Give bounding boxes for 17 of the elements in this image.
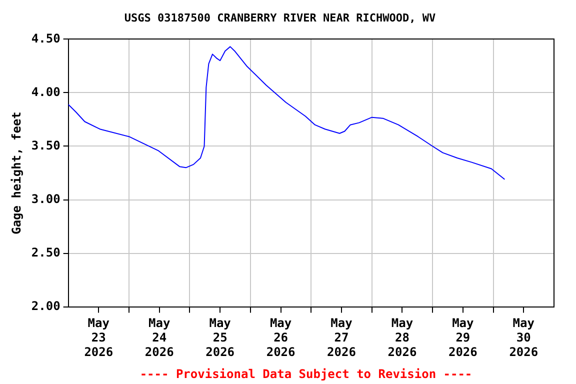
chart-title: USGS 03187500 CRANBERRY RIVER NEAR RICHWOOD, WV [124, 11, 436, 24]
x-tick-label: May 27 2026 [327, 316, 356, 359]
x-tick-label: May 24 2026 [144, 316, 174, 359]
y-tick-label: 4.00 [31, 84, 60, 99]
y-tick-label: 3.00 [31, 192, 60, 206]
x-tick-label: May 23 2026 [84, 316, 114, 359]
y-tick-label: 3.50 [31, 138, 60, 152]
x-tick-label: May 29 2026 [448, 316, 478, 359]
x-tick-label: May 28 2026 [388, 316, 417, 359]
y-tick-label: 2.00 [31, 298, 60, 313]
y-axis-title: Gage height, feet [9, 112, 24, 234]
x-tick-label: May 25 2026 [206, 316, 235, 359]
y-tick-label: 4.50 [31, 31, 60, 46]
x-tick-label: May 26 2026 [266, 316, 296, 359]
x-tick-label: May 30 2026 [509, 316, 538, 359]
text: ---- Provisional Data Subject to Revision ---- [140, 367, 472, 382]
y-tick-label: 2.50 [31, 245, 60, 260]
